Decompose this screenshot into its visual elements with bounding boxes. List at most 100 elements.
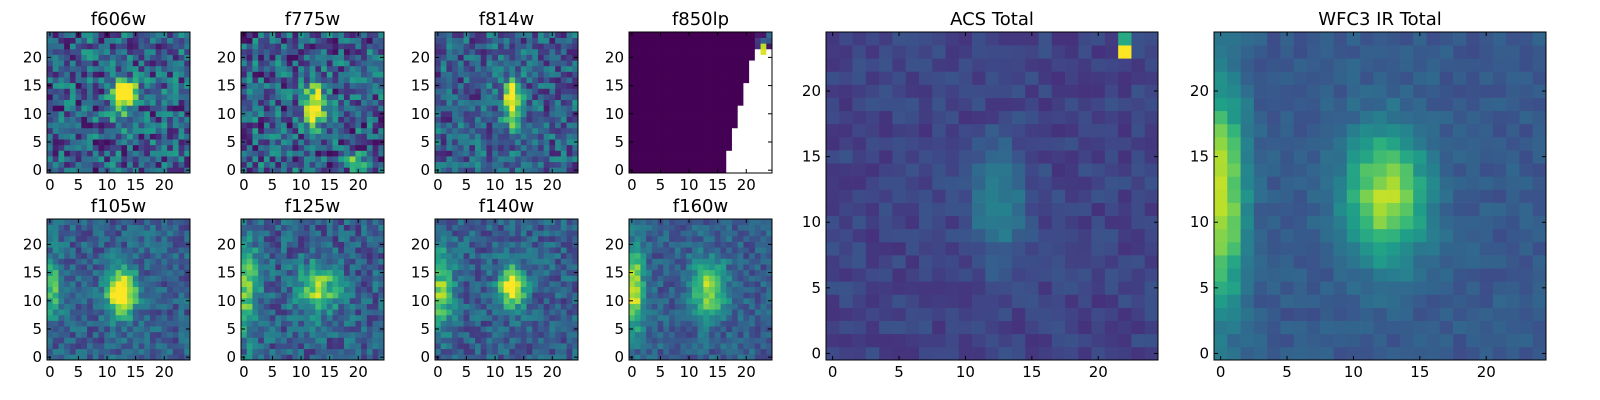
- heatmap-cell: [292, 258, 299, 265]
- heatmap-cell: [503, 94, 510, 101]
- heatmap-cell: [343, 348, 351, 355]
- heatmap-cell: [315, 309, 322, 316]
- heatmap-cell: [543, 247, 550, 254]
- heatmap-cell: [92, 275, 99, 282]
- heatmap-cell: [343, 122, 351, 129]
- heatmap-cell: [457, 230, 464, 237]
- heatmap-cell: [144, 343, 151, 350]
- heatmap-cell: [526, 348, 533, 355]
- heatmap-cell: [543, 167, 550, 174]
- heatmap-cell: [355, 105, 362, 112]
- heatmap-cell: [309, 54, 316, 61]
- heatmap-cell: [663, 314, 670, 321]
- heatmap-cell: [366, 303, 373, 310]
- heatmap-cell: [372, 127, 379, 134]
- heatmap-cell: [515, 252, 522, 259]
- heatmap-cell: [674, 348, 681, 355]
- heatmap-cell: [332, 264, 339, 271]
- heatmap-cell: [680, 150, 687, 157]
- heatmap-cell: [754, 337, 761, 344]
- heatmap-cell: [480, 241, 487, 248]
- heatmap-cell: [572, 348, 579, 355]
- heatmap-cell: [58, 320, 65, 327]
- heatmap-cell: [52, 127, 59, 134]
- heatmap-cell: [469, 348, 476, 355]
- heatmap-cell: [109, 252, 116, 259]
- heatmap-cell: [509, 264, 516, 271]
- heatmap-cell: [640, 127, 647, 134]
- heatmap-cell: [309, 224, 316, 231]
- heatmap-cell: [435, 60, 442, 67]
- heatmap-cell: [663, 161, 670, 168]
- heatmap-cell: [452, 161, 459, 168]
- heatmap-cell: [303, 37, 310, 44]
- heatmap-cell: [452, 156, 459, 163]
- heatmap-cell: [269, 48, 276, 55]
- heatmap-cell: [58, 241, 65, 248]
- heatmap-cell: [109, 167, 116, 174]
- heatmap-cell: [258, 139, 265, 146]
- heatmap-cell: [286, 219, 293, 225]
- heatmap-cell: [87, 37, 94, 44]
- heatmap-cell: [509, 32, 516, 38]
- heatmap-cell: [709, 32, 716, 38]
- heatmap-cell: [526, 354, 533, 361]
- heatmap-cell: [657, 348, 664, 355]
- heatmap-cell: [691, 54, 698, 61]
- heatmap-cell: [184, 219, 191, 225]
- heatmap-cell: [646, 43, 653, 50]
- heatmap-cell: [275, 71, 282, 78]
- heatmap-cell: [321, 105, 328, 112]
- heatmap-cell: [754, 133, 761, 140]
- heatmap-cell: [98, 314, 105, 321]
- heatmap-cell: [121, 133, 128, 140]
- heatmap-cell: [281, 337, 288, 344]
- heatmap-cell: [651, 309, 658, 316]
- heatmap-cell: [361, 258, 368, 265]
- heatmap-cell: [58, 105, 65, 112]
- x-tick-label: 5: [268, 176, 278, 194]
- heatmap-cell: [709, 110, 716, 117]
- heatmap-cell: [167, 320, 174, 327]
- heatmap-cell: [361, 122, 368, 129]
- heatmap-cell: [315, 54, 322, 61]
- heatmap-cell: [69, 133, 76, 140]
- heatmap-cell: [372, 269, 379, 276]
- heatmap-cell: [303, 297, 310, 304]
- heatmap-cell: [246, 99, 253, 106]
- heatmap-cell: [98, 144, 105, 151]
- heatmap-cell: [515, 337, 522, 344]
- heatmap-cell: [343, 37, 351, 44]
- heatmap-cell: [92, 348, 99, 355]
- heatmap-cell: [115, 303, 122, 310]
- heatmap-cell: [98, 286, 105, 293]
- heatmap-cell: [749, 309, 756, 316]
- heatmap-cell: [372, 88, 379, 95]
- heatmap-cell: [281, 116, 288, 123]
- heatmap-cell: [737, 48, 744, 55]
- heatmap-cell: [338, 264, 345, 271]
- heatmap-cell: [503, 320, 510, 327]
- heatmap-cell: [132, 43, 139, 50]
- heatmap-cell: [309, 127, 316, 134]
- heatmap-cell: [109, 326, 116, 333]
- heatmap-cell: [121, 32, 128, 38]
- heatmap-cell: [560, 156, 567, 163]
- heatmap-cell: [572, 116, 579, 123]
- heatmap-cell: [366, 105, 373, 112]
- heatmap-cell: [497, 133, 504, 140]
- heatmap-cell: [269, 247, 276, 254]
- heatmap-cell: [537, 48, 545, 55]
- heatmap-cell: [178, 116, 185, 123]
- heatmap-cell: [338, 127, 345, 134]
- heatmap-cell: [326, 235, 333, 242]
- heatmap-cell: [726, 326, 733, 333]
- heatmap-cell: [372, 60, 379, 67]
- heatmap-cell: [338, 82, 345, 89]
- heatmap-cell: [47, 348, 54, 355]
- heatmap-cell: [127, 331, 134, 338]
- heatmap-cell: [275, 122, 282, 129]
- heatmap-cell: [743, 110, 750, 117]
- heatmap-cell: [566, 275, 573, 282]
- axes-frame: [628, 31, 773, 174]
